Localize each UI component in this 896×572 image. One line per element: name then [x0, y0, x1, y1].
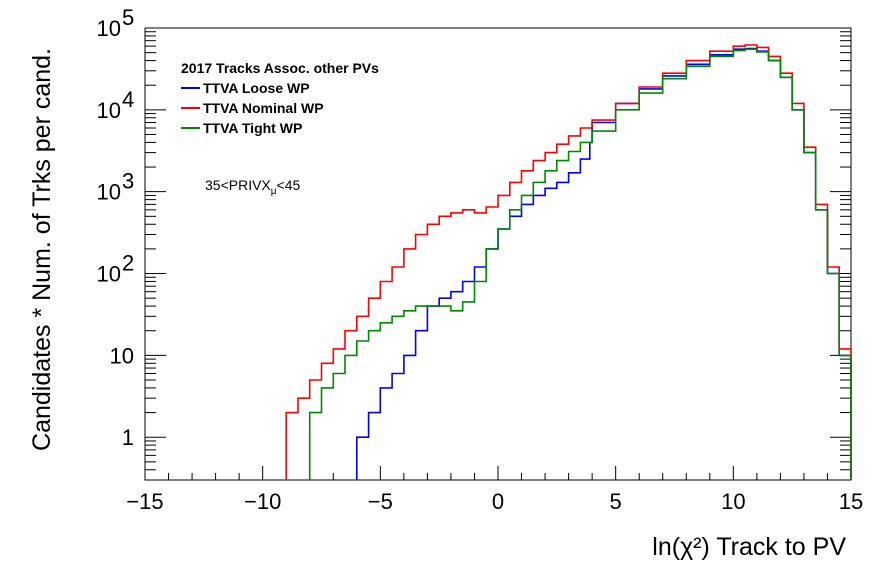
x-tick-label: 15 [839, 489, 863, 514]
series-line-3 [308, 48, 852, 480]
y-tick-label: 10 [97, 16, 121, 41]
legend-label: TTVA Loose WP [203, 80, 310, 96]
legend-label: TTVA Tight WP [203, 120, 302, 136]
x-tick-label: −5 [368, 489, 393, 514]
x-tick-label: 5 [610, 489, 622, 514]
range-annotation-subscript: μ [271, 186, 277, 197]
y-tick-label: 10 [97, 180, 121, 205]
range-annotation-suffix: <45 [277, 177, 301, 193]
legend-title: 2017 Tracks Assoc. other PVs [181, 60, 379, 76]
y-tick-exponent: 4 [122, 87, 134, 112]
y-tick-label: 1 [122, 425, 134, 450]
axis-ticks [144, 27, 852, 481]
legend-label: TTVA Nominal WP [203, 100, 324, 116]
y-tick-label: 10 [97, 262, 121, 287]
x-tick-label: −15 [126, 489, 163, 514]
y-tick-exponent: 3 [122, 169, 134, 194]
series-layer [285, 44, 852, 480]
y-tick-exponent: 2 [122, 251, 134, 276]
legend-entries: TTVA Loose WP TTVA Nominal WP TTVA Tight W… [181, 80, 324, 136]
y-axis-title: Candidates * Num. of Trks per cand. [28, 48, 56, 451]
y-tick-label: 10 [97, 98, 121, 123]
y-tick-exponent: 5 [122, 5, 134, 30]
x-tick-label: −10 [244, 489, 281, 514]
legend: 2017 Tracks Assoc. other PVs TTVA Loose … [181, 60, 379, 136]
y-tick-label: 10 [110, 343, 134, 368]
x-tick-label: 10 [721, 489, 745, 514]
range-annotation: 35<PRIVXμ<45 [205, 177, 300, 197]
series-line-2 [285, 44, 852, 480]
series-line-1 [356, 47, 852, 480]
x-axis-title: ln(χ²) Track to PV [652, 533, 846, 561]
x-tick-label: 0 [492, 489, 504, 514]
x-tick-labels: −15 −10 −5 0 5 10 15 [126, 489, 863, 514]
range-annotation-prefix: 35<PRIVX [205, 177, 271, 193]
